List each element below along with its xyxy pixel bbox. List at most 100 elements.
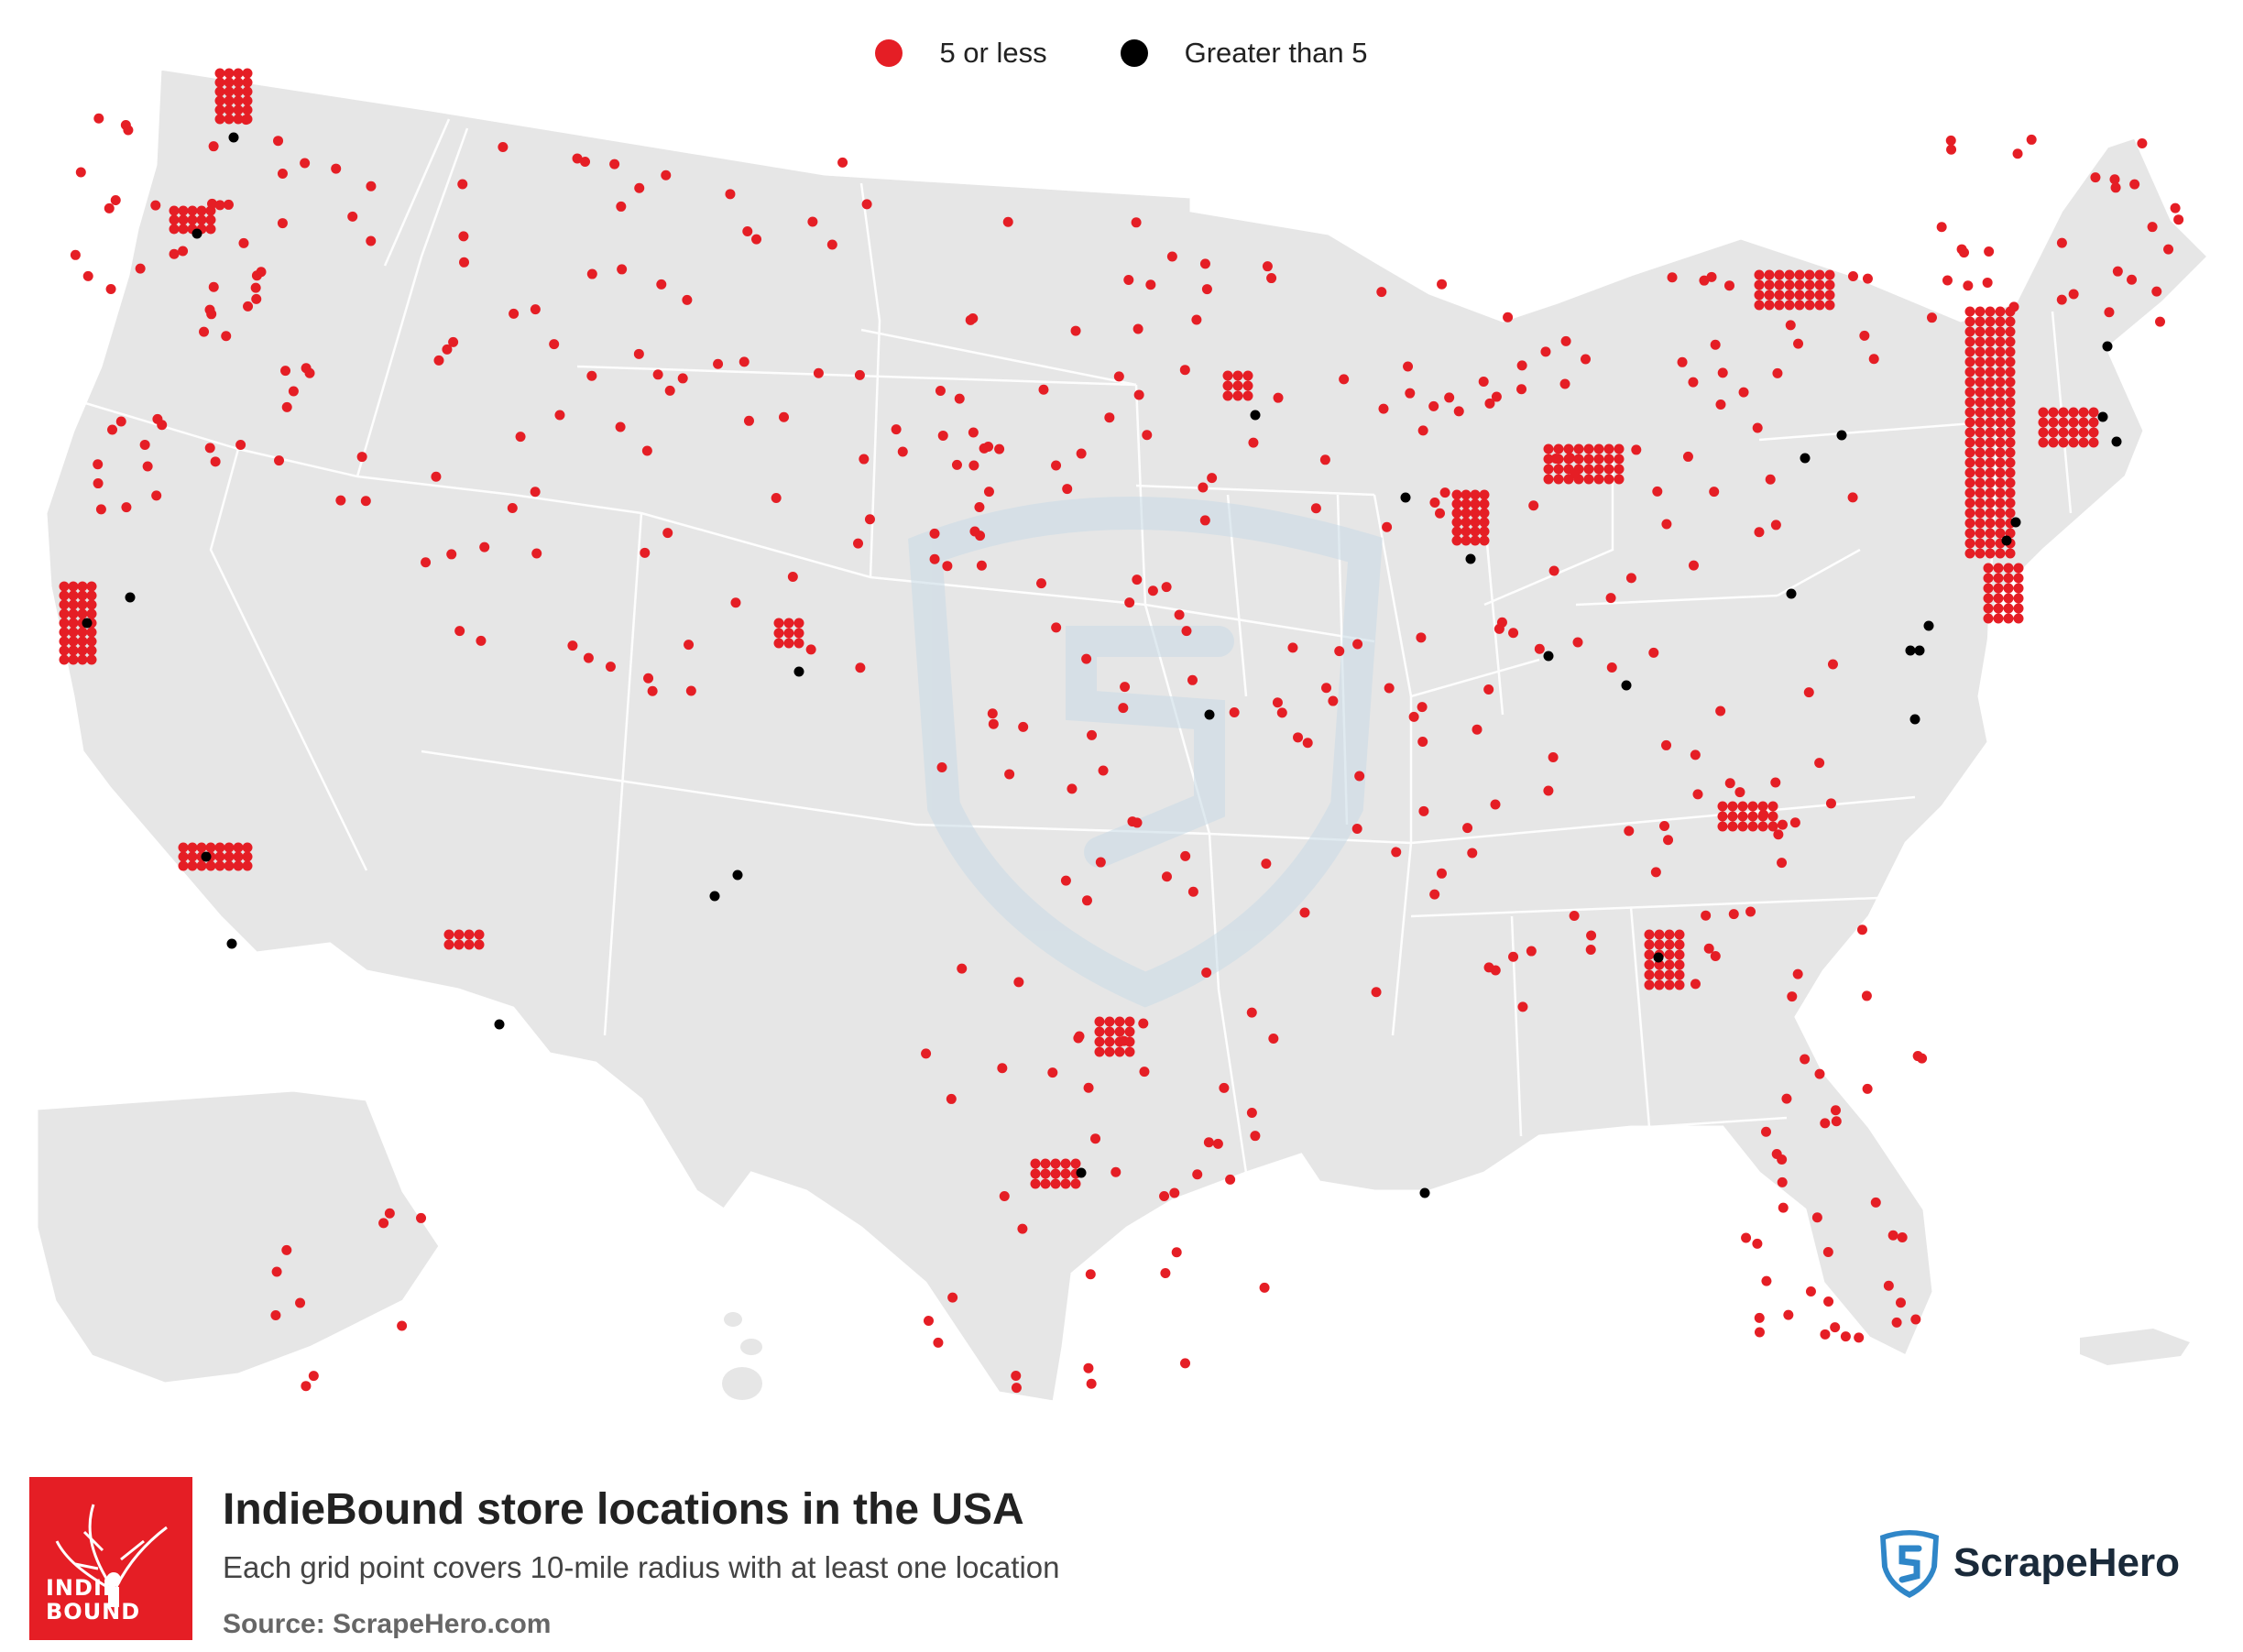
location-dot-low [1081,653,1092,664]
location-dot-low [937,430,948,441]
location-dot-low [1963,280,1974,291]
location-dot-low [1777,1176,1788,1187]
location-dot-low [1483,962,1494,973]
location-dot-low [241,115,252,126]
location-dot-low [773,638,784,649]
location-dot-low [242,851,253,862]
location-dot-low [378,1218,389,1229]
location-dot-low [1242,370,1253,381]
location-dot-low [1273,392,1284,403]
location-dot-low [1728,909,1739,920]
location-dot-low [1897,1232,1908,1243]
location-dot-low [104,202,115,213]
location-dot-low [1013,977,1024,988]
location-dot-low [105,283,116,294]
location-dot-low [2056,237,2067,248]
location-dot-low [2056,294,2067,305]
location-dot-low [807,216,818,227]
location-dot-low [1124,597,1135,608]
location-dot-low [853,538,864,549]
location-dot-low [93,113,104,124]
location-dot-low [205,842,216,853]
location-dot-low [1674,969,1685,980]
location-dot-low [1754,269,1765,280]
legend-high-label: Greater than 5 [1184,37,1368,69]
location-dot-low [1085,1269,1096,1280]
location-dot-low [1975,437,1986,448]
location-dot-low [187,860,198,871]
location-dot-low [1995,508,2006,519]
location-dot-low [1770,520,1781,531]
location-dot-low [1302,738,1313,749]
location-dot-low [1124,1046,1135,1057]
location-dot-low [86,627,97,638]
location-dot-low [1703,943,1714,954]
location-dot-low [2068,289,2079,300]
location-dot-low [1339,374,1350,385]
location-dot-low [1287,642,1298,653]
location-dot-low [1081,895,1092,906]
location-dot-low [1964,447,1975,458]
location-dot-low [1964,367,1975,377]
location-dot-low [1804,279,1815,290]
location-dot-low [2005,437,2016,448]
location-dot-low [107,424,118,435]
location-dot-low [1428,400,1439,411]
location-dot-low [1479,517,1490,528]
location-dot-low [1060,1178,1071,1189]
location-dot-low [1737,821,1748,832]
location-dot-low [224,104,235,115]
location-dot-low [1985,467,1996,478]
location-dot-high [793,666,804,677]
location-dot-low [1586,930,1597,941]
location-dot-low [1995,447,2006,458]
location-dot-low [1250,1131,1261,1142]
location-dot-low [1207,473,1218,484]
location-dot-low [1975,356,1986,367]
location-dot-low [1814,290,1825,301]
location-dot-low [946,1093,957,1104]
location-dot-low [308,1371,319,1382]
location-dot-low [2137,138,2148,149]
location-dot-low [1508,628,1519,639]
location-dot-low [1222,390,1233,401]
location-dot-low [121,502,132,513]
location-dot-low [1142,430,1153,441]
location-dot-low [1060,1158,1071,1169]
location-dot-high [2102,341,2113,352]
location-dot-low [2003,573,2014,584]
location-dot-low [196,842,207,853]
location-dot-low [205,860,216,871]
location-dot-low [987,708,998,719]
location-dot-low [1051,622,1062,633]
location-dot-low [277,218,288,229]
location-dot-low [1232,370,1243,381]
location-dot-low [1479,508,1490,519]
location-dot-low [1543,474,1554,485]
location-dot-low [1717,367,1728,378]
location-dot-low [929,553,940,564]
location-dot-low [615,421,626,432]
location-dot-low [1516,360,1527,371]
source-credit: Source: ScrapeHero.com [223,1609,552,1639]
location-dot-low [1794,290,1805,301]
location-dot-low [1964,407,1975,418]
location-dot-low [2038,437,2049,448]
location-dot-low [507,503,518,514]
location-dot-low [242,68,253,79]
location-dot-low [1201,284,1212,295]
location-dot-low [1570,468,1581,479]
location-dot-low [210,456,221,467]
location-dot-high [1204,709,1215,720]
location-dot-low [1985,548,1996,559]
location-dot-low [2068,407,2079,418]
location-dot-low [1664,959,1675,970]
location-dot-low [2012,148,2023,159]
location-dot-low [935,385,946,396]
location-dot-low [2008,301,2019,312]
location-dot-low [1160,1268,1171,1279]
location-dot-low [1814,1068,1825,1079]
location-dot-low [965,314,976,325]
location-dot-low [208,141,219,152]
